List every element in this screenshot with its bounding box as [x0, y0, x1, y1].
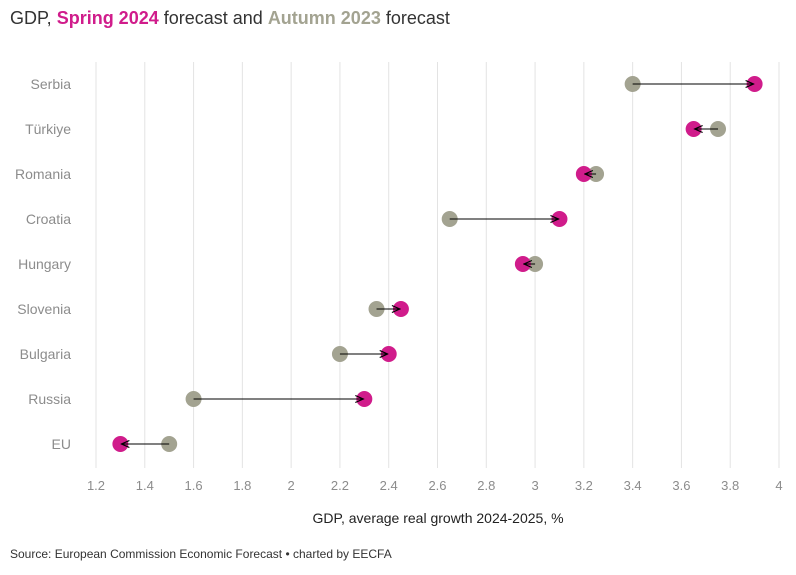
x-tick-label: 2 [288, 478, 295, 493]
category-label: Romania [15, 166, 71, 182]
category-label: Slovenia [17, 301, 71, 317]
title-spring-label: Spring 2024 [56, 8, 159, 28]
x-axis-ticks: 1.2 1.4 1.6 1.8 2 2.2 2.4 2.6 2.8 3 3.2 3.4 3.6 3.8 4 [87, 478, 783, 493]
category-label: Bulgaria [20, 346, 72, 362]
x-axis-title: GDP, average real growth 2024-2025, % [312, 510, 563, 526]
dumbbell-marks [112, 76, 763, 452]
x-tick-label: 3 [531, 478, 538, 493]
x-tick-label: 3.2 [575, 478, 593, 493]
category-label: EU [52, 436, 71, 452]
category-label: Serbia [31, 76, 72, 92]
x-tick-label: 3.6 [672, 478, 690, 493]
x-tick-label: 1.8 [233, 478, 251, 493]
category-label: Russia [28, 391, 71, 407]
gridlines [95, 62, 780, 468]
source-note: Source: European Commission Economic For… [10, 547, 392, 561]
x-tick-label: 2.2 [331, 478, 349, 493]
x-tick-label: 1.4 [136, 478, 154, 493]
x-tick-label: 3.8 [721, 478, 739, 493]
x-tick-label: 2.6 [428, 478, 446, 493]
x-tick-label: 4 [775, 478, 782, 493]
title-suffix: forecast [380, 8, 450, 28]
x-tick-label: 2.8 [477, 478, 495, 493]
category-label: Hungary [18, 256, 71, 272]
title-autumn-label: Autumn 2023 [267, 8, 381, 28]
x-tick-label: 1.6 [185, 478, 203, 493]
x-tick-label: 3.4 [624, 478, 642, 493]
title-middle: forecast and [158, 8, 268, 28]
category-label: Croatia [26, 211, 71, 227]
chart-title: GDP, Spring 2024 forecast and Autumn 202… [10, 8, 450, 29]
category-labels: Serbia Türkiye Romania Croatia Hungary Sloven… [15, 76, 71, 452]
title-prefix: GDP, [10, 8, 57, 28]
category-label: Türkiye [25, 121, 71, 137]
x-tick-label: 1.2 [87, 478, 105, 493]
x-tick-label: 2.4 [380, 478, 398, 493]
